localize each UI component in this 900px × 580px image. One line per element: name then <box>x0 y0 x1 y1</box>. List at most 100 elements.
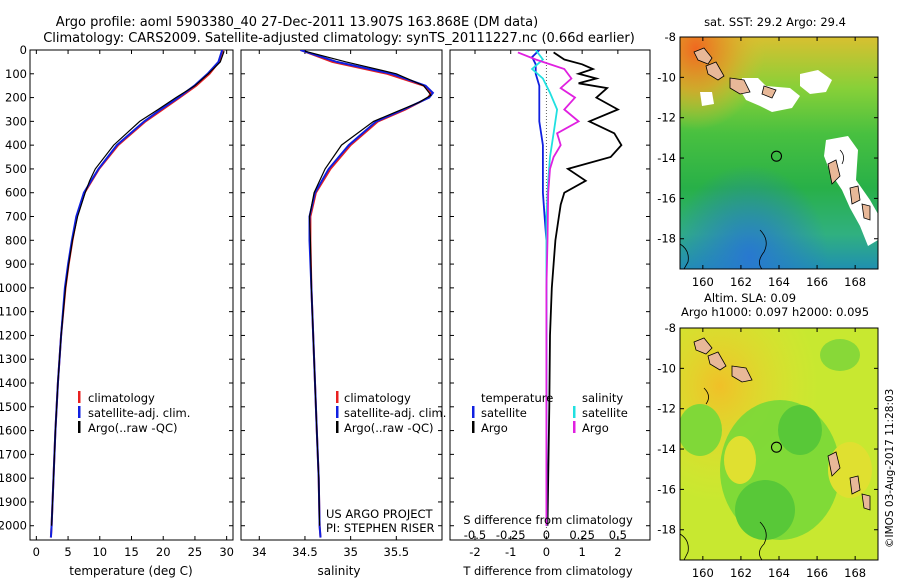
bathymetry-contour <box>703 387 709 405</box>
x-tick-label: -1 <box>505 545 516 559</box>
depth-tick-label: 200 <box>5 91 27 105</box>
depth-tick-label: 1300 <box>0 352 27 366</box>
legend-climatology: climatology <box>88 391 155 405</box>
salinity-legend: climatology satellite-adj. clim. Argo(..… <box>336 391 446 435</box>
x-tick-label: 34.5 <box>292 545 318 559</box>
map-x-tick-label: 162 <box>730 566 752 580</box>
temperature-x-label: temperature (deg C) <box>69 564 192 578</box>
x-tick-label: 25 <box>188 545 203 559</box>
island-shape <box>731 365 753 383</box>
salinity-x-label: salinity <box>317 564 360 578</box>
sst-map-field <box>680 37 878 269</box>
argo-position-marker <box>770 441 783 453</box>
depth-tick-label: 1600 <box>0 424 27 438</box>
map-x-tick-label: 166 <box>806 275 828 289</box>
temperature-plot-frame <box>29 49 234 541</box>
temperature-legend: climatology satellite-adj. clim. Argo(..… <box>78 391 190 435</box>
depth-tick-label: 1100 <box>0 305 27 319</box>
x-tick-label: -2 <box>469 545 480 559</box>
legend-argo: Argo(..raw -QC) <box>88 421 178 435</box>
depth-axis: 0 100 200 300 400 500 600 700 800 900 1000 1100 1200… <box>0 43 233 533</box>
cloud-mask <box>800 70 832 94</box>
island-shape <box>827 451 841 477</box>
map-x-tick-label: 160 <box>692 275 714 289</box>
sla-high-patch <box>735 480 795 540</box>
difference-plot-frame <box>449 49 651 541</box>
sla-high-patch <box>778 405 822 455</box>
depth-tick-label: 100 <box>5 67 27 81</box>
island-shape <box>693 47 713 65</box>
sla-map-field <box>680 328 878 560</box>
map-x-tick-label: 160 <box>692 566 714 580</box>
bathymetry-contour <box>759 229 767 269</box>
x-tick-label: 5 <box>64 545 71 559</box>
x2-tick-label: 0.25 <box>569 528 595 542</box>
depth-tick-label: 0 <box>20 43 27 57</box>
x-tick-label: 1 <box>578 545 585 559</box>
legend-swatch-climatology-2 <box>336 391 339 403</box>
map-y-tick-label: -16 <box>657 191 676 205</box>
difference-panel: -2 -1 0 1 2 -0.5 -0.25 0 0.25 0.5 temperature sa… <box>449 49 651 578</box>
depth-tick-label: 2000 <box>0 519 27 533</box>
t-difference-label: T difference from climatology <box>462 564 633 578</box>
map-y-tick-label: -14 <box>657 151 676 165</box>
map-x-tick-label: 162 <box>730 275 752 289</box>
legend-swatch-argo-2 <box>336 421 339 433</box>
legend-swatch-temp-argo <box>472 421 475 433</box>
x-tick-label: 0 <box>33 545 40 559</box>
sla-map-title: Altim. SLA: 0.09 <box>704 291 796 305</box>
pi-credit: PI: STEPHEN RISER <box>326 521 435 535</box>
figure-title-line-1: Argo profile: aoml 5903380_40 27-Dec-201… <box>56 15 538 30</box>
x-tick-label: 30 <box>219 545 234 559</box>
legend-salinity: salinity <box>582 391 623 405</box>
island-shape <box>849 475 861 495</box>
sla-low-patch <box>724 436 756 484</box>
legend-swatch-climatology <box>78 391 81 403</box>
salinity-x-axis: 34 34.5 35 35.5 <box>252 50 409 559</box>
legend-swatch-satellite <box>78 406 81 418</box>
island-shape <box>729 77 751 95</box>
salinity-argo-diff-line <box>517 51 581 526</box>
legend-swatch-satellite-2 <box>336 406 339 418</box>
bathymetry-contour <box>680 533 689 560</box>
imos-timestamp: ©IMOS 03-Aug-2017 11:28:03 <box>884 389 896 548</box>
map-y-tick-label: -18 <box>657 523 676 537</box>
island-shape <box>761 85 777 99</box>
bathymetry-contour <box>839 149 844 165</box>
x-tick-label: 2 <box>614 545 621 559</box>
depth-tick-label: 800 <box>5 233 27 247</box>
island-shape <box>827 159 841 185</box>
legend-swatch-argo <box>78 421 81 433</box>
island-shape <box>861 203 871 221</box>
legend-sal-satellite: satellite <box>582 406 628 420</box>
legend-swatch-sal-argo <box>573 421 576 433</box>
s-difference-label: S difference from climatology <box>463 513 633 527</box>
x-tick-label: 20 <box>156 545 171 559</box>
legend-swatch-sal-satellite <box>573 406 576 418</box>
depth-tick-label: 900 <box>5 257 27 271</box>
map-x-tick-label: 168 <box>844 566 866 580</box>
legend-satellite-adj-2: satellite-adj. clim. <box>344 406 446 420</box>
map-y-tick-label: -18 <box>657 232 676 246</box>
t-difference-x-axis: -2 -1 0 1 2 <box>469 50 622 559</box>
argo-position-marker <box>770 150 783 162</box>
project-credit: US ARGO PROJECT <box>326 507 434 521</box>
temperature-x-axis: 0 5 10 15 20 25 30 <box>33 50 234 559</box>
salinity-argo-line <box>304 50 432 526</box>
map-y-tick-label: -12 <box>657 402 676 416</box>
depth-tick-label: 600 <box>5 186 27 200</box>
map-x-tick-label: 164 <box>768 275 790 289</box>
salinity-depth-ticks <box>241 49 442 527</box>
figure-title-line-2: Climatology: CARS2009. Satellite-adjuste… <box>43 31 635 46</box>
x2-tick-label: 0 <box>543 528 550 542</box>
island-shape <box>849 185 861 205</box>
depth-tick-label: 300 <box>5 114 27 128</box>
sla-map-panel: Altim. SLA: 0.09 Argo h1000: 0.097 h2000… <box>657 291 879 580</box>
legend-temp-satellite: satellite <box>481 406 527 420</box>
legend-temp-argo: Argo <box>481 421 508 435</box>
depth-tick-label: 1800 <box>0 471 27 485</box>
sla-high-patch <box>680 404 722 456</box>
x2-tick-label: -0.5 <box>464 528 486 542</box>
sla-map-subtitle: Argo h1000: 0.097 h2000: 0.095 <box>681 305 869 319</box>
